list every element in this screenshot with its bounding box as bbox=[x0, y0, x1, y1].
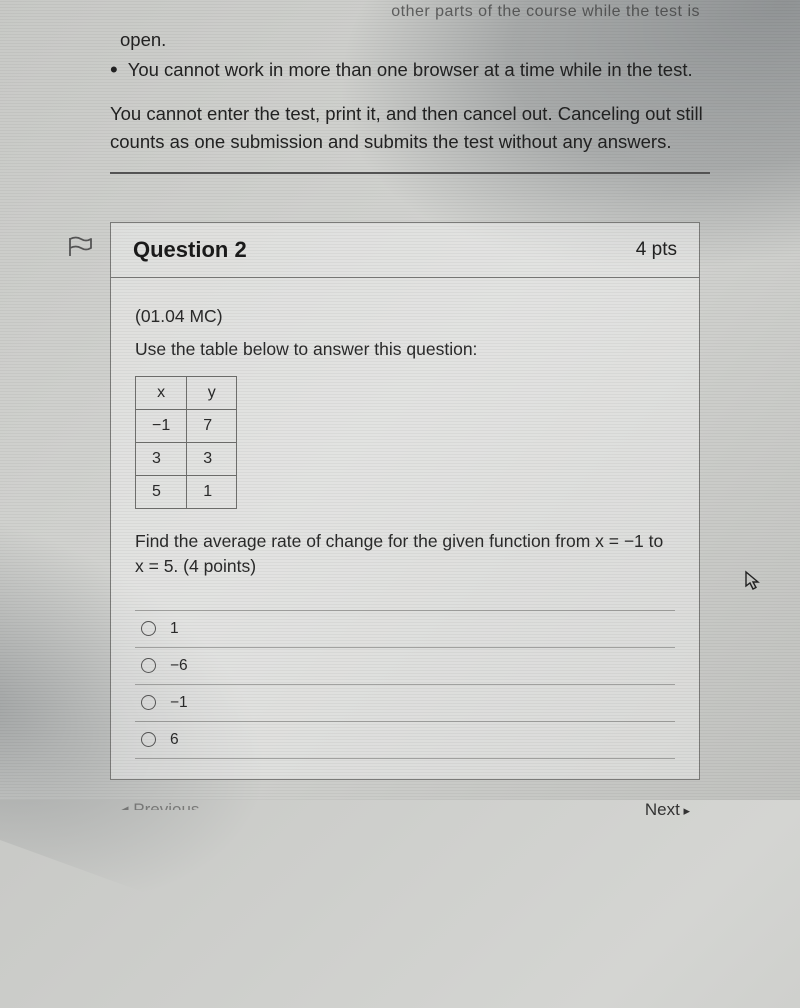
table-row: 5 1 bbox=[136, 475, 237, 508]
radio-icon[interactable] bbox=[141, 695, 156, 710]
option-4[interactable]: 6 bbox=[135, 722, 675, 759]
question-card: Question 2 4 pts (01.04 MC) Use the tabl… bbox=[110, 222, 700, 780]
cursor-pointer-icon bbox=[744, 570, 762, 598]
answer-options: 1 −6 −1 6 bbox=[135, 610, 675, 759]
radio-icon[interactable] bbox=[141, 732, 156, 747]
option-1[interactable]: 1 bbox=[135, 610, 675, 648]
question-prompt-2: Find the average rate of change for the … bbox=[135, 529, 675, 580]
nav-row: ◂ Previous Next bbox=[110, 800, 700, 820]
option-label: −6 bbox=[170, 657, 188, 675]
question-code: (01.04 MC) bbox=[135, 306, 675, 327]
table-row: 3 3 bbox=[136, 442, 237, 475]
th-y: y bbox=[187, 376, 237, 409]
prev-button[interactable]: ◂ Previous bbox=[120, 800, 199, 810]
question-header: Question 2 4 pts bbox=[111, 223, 699, 278]
option-label: −1 bbox=[170, 694, 188, 712]
question-prompt-1: Use the table below to answer this quest… bbox=[135, 339, 675, 360]
option-label: 1 bbox=[170, 620, 179, 638]
table-row: −1 7 bbox=[136, 409, 237, 442]
bullet: • bbox=[110, 56, 118, 85]
option-3[interactable]: −1 bbox=[135, 685, 675, 722]
radio-icon[interactable] bbox=[141, 658, 156, 673]
partial-cutoff-text: other parts of the course while the test… bbox=[100, 0, 710, 24]
th-x: x bbox=[136, 376, 187, 409]
bullet1-continuation: open. bbox=[120, 26, 166, 54]
divider bbox=[110, 172, 710, 174]
table-header-row: x y bbox=[136, 376, 237, 409]
option-label: 6 bbox=[170, 731, 179, 749]
flag-icon[interactable] bbox=[68, 236, 94, 258]
question-title: Question 2 bbox=[133, 237, 247, 263]
radio-icon[interactable] bbox=[141, 621, 156, 636]
instruction-paragraph: You cannot enter the test, print it, and… bbox=[110, 100, 710, 156]
option-2[interactable]: −6 bbox=[135, 648, 675, 685]
test-instructions: other parts of the course while the test… bbox=[20, 0, 780, 192]
xy-table: x y −1 7 3 3 5 1 bbox=[135, 376, 237, 509]
next-button[interactable]: Next bbox=[645, 800, 690, 820]
bullet2-text: You cannot work in more than one browser… bbox=[128, 56, 693, 85]
question-points: 4 pts bbox=[636, 239, 677, 261]
